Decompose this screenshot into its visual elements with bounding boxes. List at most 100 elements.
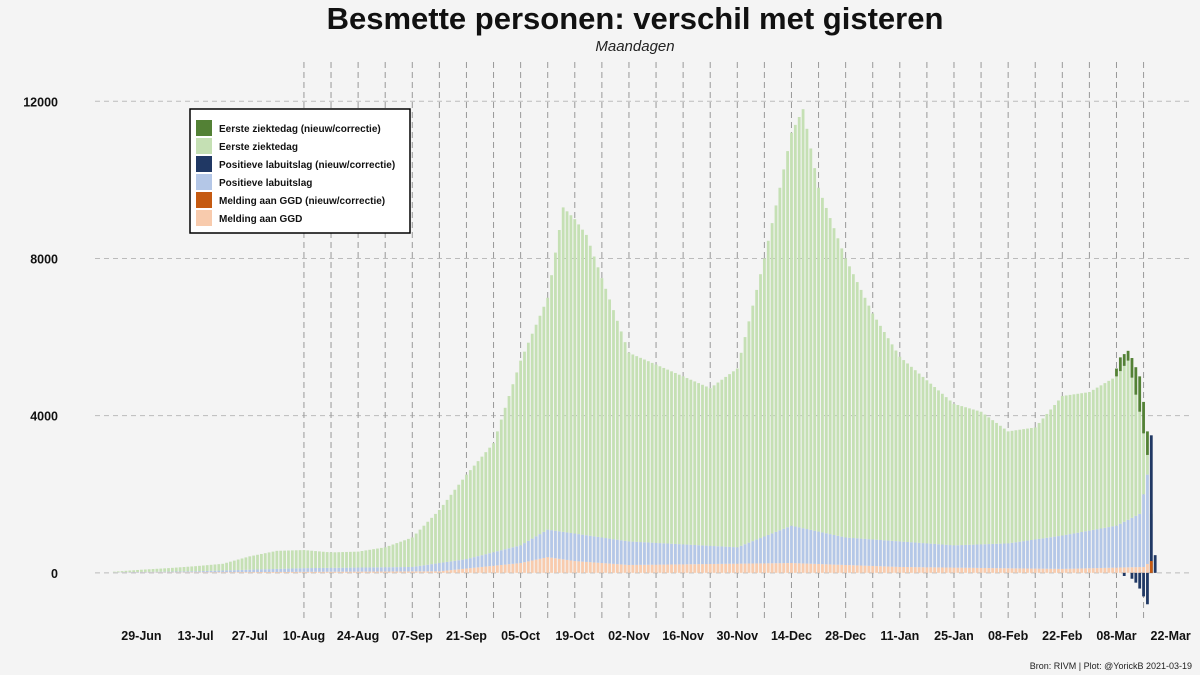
bar-segment — [793, 124, 797, 527]
legend-swatch — [196, 192, 212, 208]
bar-segment — [379, 567, 383, 572]
bar-segment — [310, 550, 314, 569]
bar-segment — [960, 567, 964, 573]
bar-segment — [824, 533, 828, 565]
bar-segment — [306, 568, 310, 572]
bar-segment — [314, 568, 317, 572]
bar-segment — [666, 369, 670, 544]
bar-segment — [1037, 568, 1041, 573]
bar-segment — [271, 551, 275, 570]
bar-segment — [329, 567, 333, 572]
bar-segment — [821, 564, 824, 573]
bar-segment — [596, 562, 600, 573]
bar-segment — [403, 571, 406, 573]
bar-segment — [1138, 411, 1142, 514]
bar-segment — [333, 552, 337, 568]
bar-segment — [813, 563, 817, 573]
bar-segment — [449, 570, 453, 573]
bar-segment — [136, 571, 139, 573]
bar-segment — [461, 559, 464, 569]
bar-segment — [271, 571, 275, 573]
bar-segment — [244, 569, 248, 573]
bar-segment — [523, 543, 526, 563]
bar-segment — [863, 538, 867, 566]
bar-segment — [453, 489, 457, 561]
bar-segment — [975, 567, 979, 573]
bar-segment — [1041, 568, 1045, 573]
bar-segment — [468, 558, 472, 569]
bar-segment — [194, 566, 197, 572]
bar-segment — [484, 554, 488, 567]
bar-segment — [147, 571, 151, 573]
bar-segment — [604, 288, 608, 539]
bar-segment — [1115, 525, 1118, 568]
bar-segment — [116, 571, 120, 573]
bar-segment — [913, 542, 917, 568]
bar-segment — [600, 537, 604, 564]
bar-segment — [855, 538, 859, 566]
bar-segment — [391, 571, 395, 573]
bar-segment — [844, 564, 848, 573]
bar-segment — [136, 569, 139, 572]
bar-segment — [786, 151, 789, 528]
bar-segment — [569, 560, 573, 573]
bar-segment — [1053, 404, 1056, 537]
bar-segment — [488, 566, 492, 573]
bar-segment — [704, 564, 708, 573]
bar-segment — [627, 541, 631, 565]
bar-segment — [585, 561, 588, 573]
bar-segment — [190, 572, 194, 573]
bar-segment — [1037, 422, 1041, 539]
bar-segment — [778, 563, 782, 573]
bar-segment — [697, 564, 700, 573]
bar-segment — [174, 567, 178, 572]
bar-segment — [882, 540, 886, 567]
bar-segment — [701, 545, 704, 565]
bar-segment — [170, 571, 174, 573]
bar-segment — [832, 564, 836, 573]
bar-segment — [132, 572, 136, 573]
x-tick-label: 08-Mar — [1096, 629, 1136, 643]
bar-segment — [341, 567, 345, 572]
bar-segment — [685, 544, 689, 565]
bar-segment — [592, 536, 596, 563]
bar-segment — [743, 337, 747, 545]
bar-segment — [244, 572, 248, 573]
bar-segment — [488, 553, 492, 567]
bar-segment — [673, 543, 677, 565]
bar-segment — [964, 544, 967, 568]
bar-segment — [372, 567, 375, 572]
bar-segment — [503, 407, 507, 550]
bar-segment — [1060, 568, 1064, 573]
bar-segment — [751, 305, 755, 542]
bar-segment — [132, 570, 136, 573]
bar-segment — [747, 321, 751, 543]
bar-segment — [902, 360, 906, 542]
bar-segment — [824, 207, 828, 534]
bar-segment — [577, 534, 581, 562]
bar-segment — [248, 572, 252, 573]
bar-segment — [774, 205, 778, 532]
bar-segment — [387, 571, 391, 573]
bar-segment — [407, 566, 410, 572]
bar-segment — [755, 539, 759, 564]
bar-segment — [1118, 567, 1122, 573]
bar-segment — [476, 556, 480, 568]
bar-segment — [426, 571, 430, 573]
bar-segment — [546, 529, 550, 558]
bar-segment — [294, 571, 298, 573]
bar-segment — [917, 542, 921, 568]
bar-segment — [1014, 568, 1018, 573]
x-tick-label: 25-Jan — [934, 629, 974, 643]
bar-segment — [875, 539, 878, 567]
bar-segment — [290, 568, 294, 572]
bar-segment — [735, 368, 739, 548]
bar-segment — [991, 568, 995, 573]
bar-segment — [581, 534, 584, 562]
bar-segment — [414, 571, 418, 573]
bar-segment — [689, 544, 693, 565]
bar-segment — [496, 551, 499, 566]
bar-segment — [1095, 387, 1099, 530]
bar-segment — [821, 197, 824, 533]
bar-correction-lab — [1134, 572, 1138, 583]
